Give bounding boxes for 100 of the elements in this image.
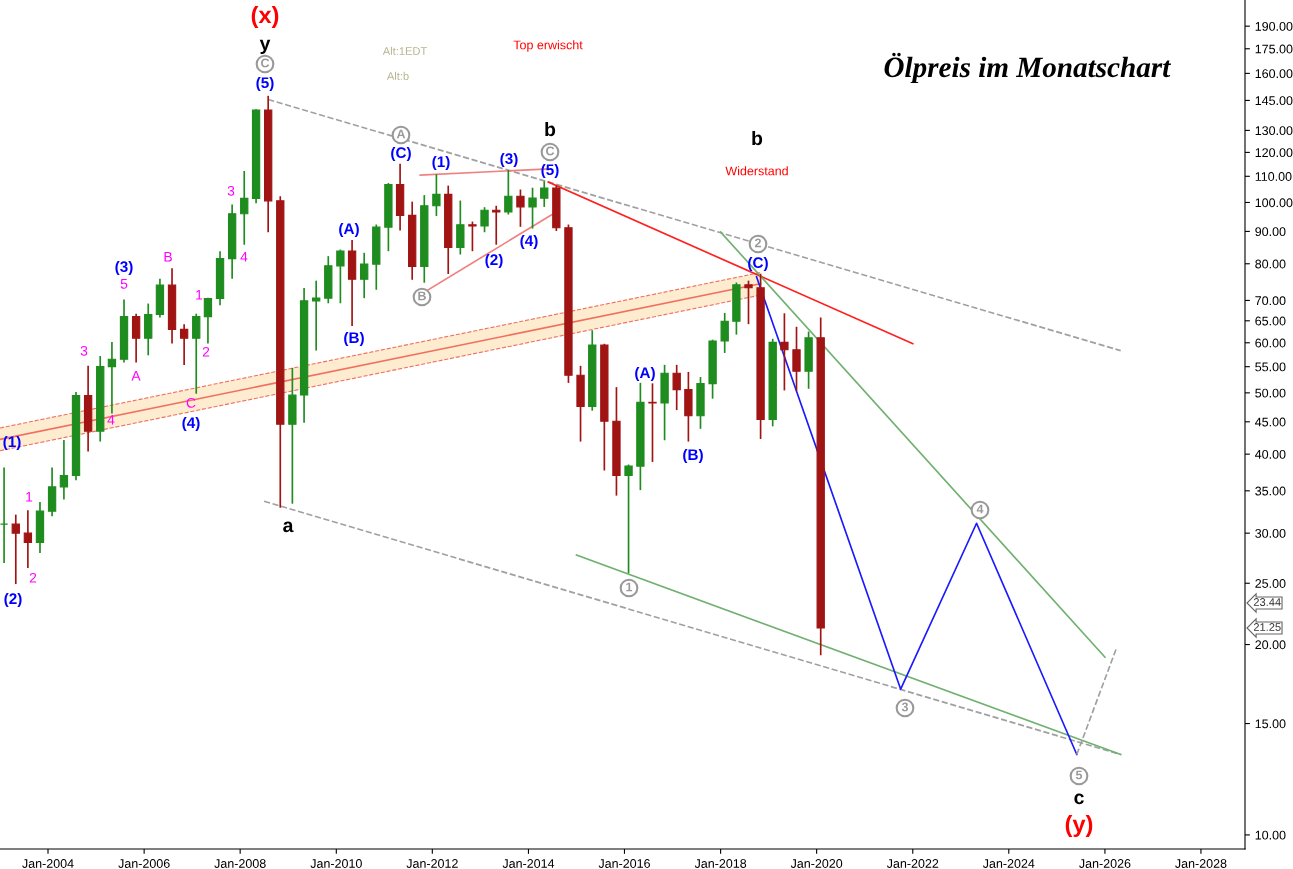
annotation: (5) xyxy=(256,76,274,92)
annotation: B xyxy=(164,252,172,262)
annotation: (1) xyxy=(432,155,450,171)
y-tick-label: 50.00 xyxy=(1255,388,1286,398)
x-tick-label: Jan-2024 xyxy=(982,859,1035,868)
y-tick-label: 100.00 xyxy=(1255,198,1293,208)
annotation: (2) xyxy=(4,592,22,608)
y-tick-label: 175.00 xyxy=(1255,44,1293,54)
y-tick-label: 20.00 xyxy=(1255,640,1286,650)
candlestick xyxy=(648,383,657,462)
y-tick-label: 25.00 xyxy=(1255,579,1286,588)
annotation: b xyxy=(752,130,763,146)
annotation: Alt:1EDT xyxy=(382,46,427,55)
annotation: 3 xyxy=(227,185,235,196)
annotation: 5 xyxy=(120,279,128,289)
annotation: (B) xyxy=(344,331,364,347)
candlestick xyxy=(240,171,249,245)
annotation: (y) xyxy=(1065,814,1093,838)
candlestick xyxy=(720,312,729,353)
annotation: 5 xyxy=(1075,770,1083,780)
x-tick-label: Jan-2022 xyxy=(886,859,939,868)
candlestick xyxy=(59,439,69,500)
y-tick-label: 55.00 xyxy=(1255,362,1286,372)
y-tick-label: 190.00 xyxy=(1255,21,1293,31)
annotation: (5) xyxy=(541,163,559,179)
annotation: 3 xyxy=(901,702,909,712)
annotation: 3 xyxy=(80,345,88,356)
annotation: A xyxy=(396,129,406,139)
x-tick-label: Jan-2004 xyxy=(22,859,74,868)
text: 21.25 xyxy=(1253,623,1281,631)
annotation: C xyxy=(261,58,270,68)
x-tick-label: Jan-2028 xyxy=(1175,859,1227,868)
x-tick-label: Jan-2014 xyxy=(502,859,555,868)
candlestick xyxy=(179,324,189,366)
candlestick xyxy=(672,364,681,411)
candlestick xyxy=(203,297,213,344)
y-tick-label: 45.00 xyxy=(1255,417,1286,427)
annotation: 4 xyxy=(976,504,984,514)
annotation: 4 xyxy=(107,415,115,425)
y-tick-label: 120.00 xyxy=(1255,148,1293,158)
annotation: (C) xyxy=(391,146,411,162)
candlestick xyxy=(780,313,789,391)
annotation: (1) xyxy=(3,435,21,451)
annotation: 1 xyxy=(196,290,203,300)
annotation: a xyxy=(283,521,294,533)
text: Ölpreis im Monatschart xyxy=(884,52,1172,84)
annotation: c xyxy=(1074,793,1084,805)
annotation: 2 xyxy=(202,346,210,357)
annotation: (3) xyxy=(115,260,133,276)
candlestick xyxy=(360,252,369,299)
annotation: (B) xyxy=(683,448,703,464)
candlestick xyxy=(11,514,20,585)
y-tick-label: 145.00 xyxy=(1255,96,1293,106)
annotation: (A) xyxy=(635,366,655,382)
x-tick-label: Jan-2018 xyxy=(694,859,747,868)
x-tick-label: Jan-2008 xyxy=(214,859,266,868)
annotation: 1 xyxy=(26,492,33,502)
annotation: (C) xyxy=(748,256,768,272)
y-tick-label: 160.00 xyxy=(1255,69,1293,79)
candlestick xyxy=(192,313,201,394)
candlestick xyxy=(456,200,465,255)
annotation: B xyxy=(418,291,426,301)
annotation: 2 xyxy=(29,572,37,583)
candlestick xyxy=(432,174,441,216)
candlestick xyxy=(540,181,549,207)
candlestick xyxy=(468,221,477,252)
candlestick xyxy=(144,303,153,356)
x-tick-label: Jan-2016 xyxy=(598,859,650,868)
candlestick xyxy=(492,205,501,245)
annotation: Top erwischt xyxy=(513,40,583,52)
y-tick-label: 40.00 xyxy=(1255,449,1286,459)
annotation: (2) xyxy=(485,253,503,269)
annotation: b xyxy=(545,121,556,137)
candlestick xyxy=(23,510,33,569)
annotation: y xyxy=(259,39,271,55)
annotation: 1 xyxy=(626,582,633,592)
y-tick-label: 70.00 xyxy=(1255,296,1286,306)
annotation: Widerstand xyxy=(725,166,788,176)
x-tick-label: Jan-2020 xyxy=(790,859,843,868)
y-tick-label: 80.00 xyxy=(1255,259,1286,269)
annotation: (4) xyxy=(182,416,200,432)
y-tick-label: 60.00 xyxy=(1255,338,1286,348)
candlestick xyxy=(312,280,321,351)
y-tick-label: 35.00 xyxy=(1255,486,1286,496)
candlestick xyxy=(131,313,141,363)
annotation: C xyxy=(186,397,196,408)
y-tick-label: 15.00 xyxy=(1255,719,1286,729)
candlestick xyxy=(480,207,489,233)
annotation: C xyxy=(546,146,555,156)
annotation: (A) xyxy=(339,222,359,238)
candlestick xyxy=(516,189,525,227)
y-tick-label: 90.00 xyxy=(1255,227,1286,237)
x-tick-label: Jan-2026 xyxy=(1079,859,1131,868)
y-tick-label: 65.00 xyxy=(1255,316,1286,326)
annotation: Alt:b xyxy=(386,71,409,80)
annotation: (3) xyxy=(500,152,518,168)
annotation: (4) xyxy=(520,234,538,250)
line-series xyxy=(755,275,1078,756)
candlestick xyxy=(336,249,345,304)
y-tick-label: 30.00 xyxy=(1255,528,1286,538)
